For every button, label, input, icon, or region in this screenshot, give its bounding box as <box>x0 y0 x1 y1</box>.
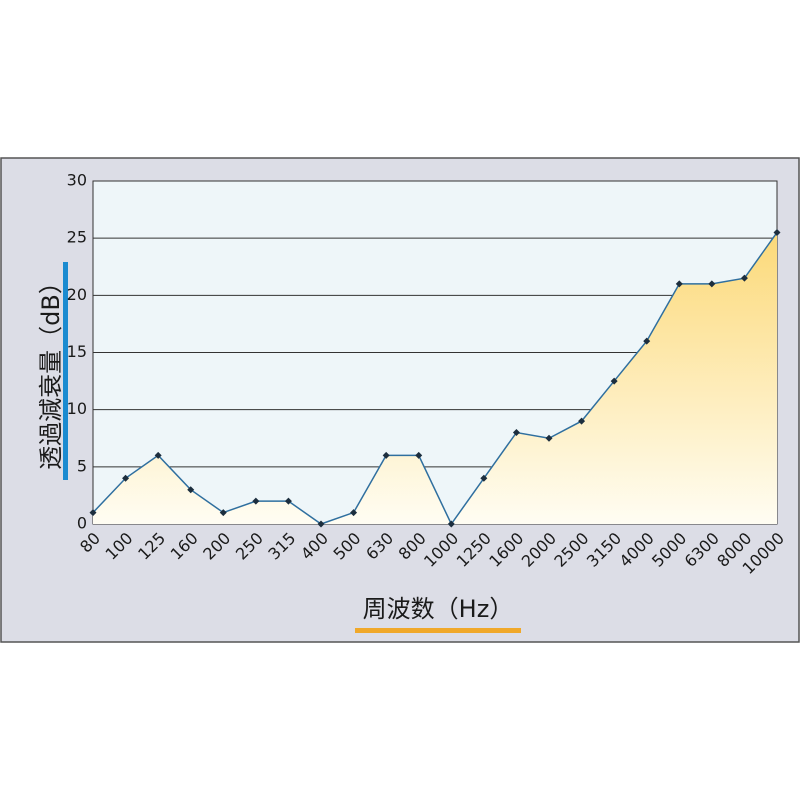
marker <box>89 509 97 517</box>
marker <box>610 377 618 385</box>
y-tick-label: 10 <box>67 399 87 418</box>
marker <box>740 274 748 282</box>
y-tick-label: 20 <box>67 285 87 304</box>
y-axis-label: 透過減衰量（dB） <box>37 270 65 470</box>
x-label-bar <box>355 628 521 633</box>
marker <box>512 429 520 437</box>
marker <box>643 337 651 345</box>
line <box>92 232 778 526</box>
marker <box>154 451 162 459</box>
y-tick-label: 5 <box>77 456 87 475</box>
y-label-bar <box>63 262 68 480</box>
y-tick-label: 0 <box>77 514 87 533</box>
area <box>93 232 777 524</box>
marker <box>252 497 260 505</box>
marker <box>187 486 195 494</box>
marker <box>284 497 292 505</box>
marker <box>350 509 358 517</box>
y-tick-label: 30 <box>67 171 87 190</box>
y-tick-label: 25 <box>67 228 87 247</box>
marker <box>773 228 781 236</box>
marker <box>447 520 455 528</box>
marker <box>675 280 683 288</box>
marker <box>317 520 325 528</box>
marker <box>219 509 227 517</box>
x-axis-label: 周波数（Hz） <box>363 595 514 623</box>
marker <box>708 280 716 288</box>
marker <box>415 451 423 459</box>
y-tick-label: 15 <box>67 342 87 361</box>
marker <box>545 434 553 442</box>
marker <box>480 474 488 482</box>
marker <box>122 474 130 482</box>
marker <box>382 451 390 459</box>
marker <box>578 417 586 425</box>
